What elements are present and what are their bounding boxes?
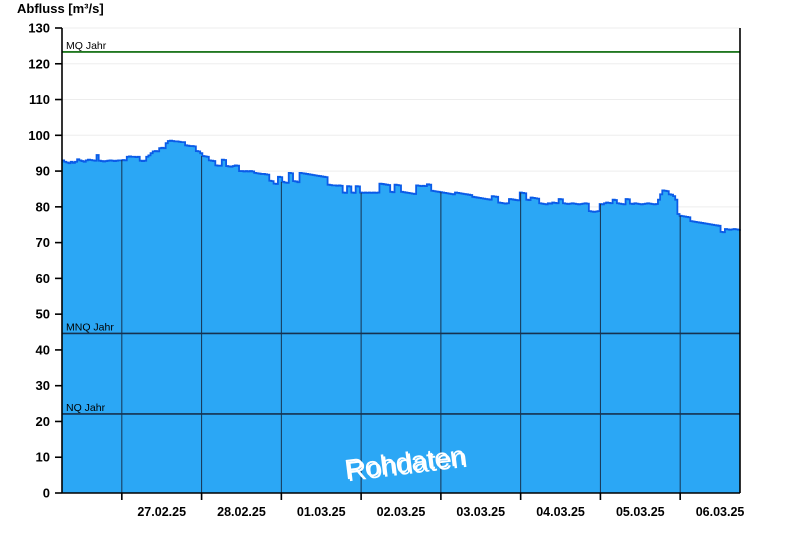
reference-lines-group: MQ Jahr MNQ Jahr NQ Jahr (62, 40, 740, 415)
x-axis-tick-label: 28.02.25 (217, 505, 266, 519)
axis-frame-group (61, 28, 741, 494)
area-series-group (62, 139, 741, 494)
x-axis-tick-label: 03.03.25 (456, 505, 505, 519)
reference-line-label: MQ Jahr (66, 40, 107, 52)
y-axis-tick-label: 50 (36, 307, 50, 322)
y-axis-tick-label: 40 (36, 342, 50, 357)
x-axis-tick-label: 02.03.25 (377, 505, 426, 519)
x-axis-tick-label: 01.03.25 (297, 505, 346, 519)
y-axis-tick-label: 80 (36, 199, 50, 214)
x-axis-tick-label: 27.02.25 (137, 505, 186, 519)
series-line (62, 139, 741, 234)
y-axis-tick-label: 120 (28, 56, 50, 71)
y-axis-tick-label: 60 (36, 271, 50, 286)
y-axis-tick-label: 10 (36, 450, 50, 465)
y-axis-title: Abfluss [m³/s] (17, 1, 104, 16)
x-axis-tick-label: 06.03.25 (696, 505, 745, 519)
x-axis-ticks-group: 27.02.25 28.02.25 01.03.25 02.03.25 03.03.25… (121, 493, 745, 519)
y-axis-tick-label: 110 (29, 92, 50, 107)
x-axis-tick-label: 05.03.25 (616, 505, 665, 519)
reference-line-label: NQ Jahr (66, 402, 106, 414)
y-axis-tick-label: 70 (36, 235, 50, 250)
y-axis-tick-label: 90 (36, 164, 50, 179)
y-axis-ticks-group: 0 10 20 30 40 50 60 70 80 90 100 110 120 130 (28, 21, 62, 501)
reference-line-label: MNQ Jahr (66, 321, 114, 333)
y-axis-tick-label: 30 (36, 378, 50, 393)
y-axis-tick-label: 100 (28, 128, 50, 143)
y-axis-tick-label: 20 (36, 414, 50, 429)
series-area-fill (62, 140, 740, 494)
day-divider-lines-group (121, 156, 681, 493)
y-axis-tick-label: 130 (28, 21, 50, 36)
x-axis-tick-label: 04.03.25 (536, 505, 585, 519)
y-axis-tick-label: 0 (43, 486, 50, 501)
